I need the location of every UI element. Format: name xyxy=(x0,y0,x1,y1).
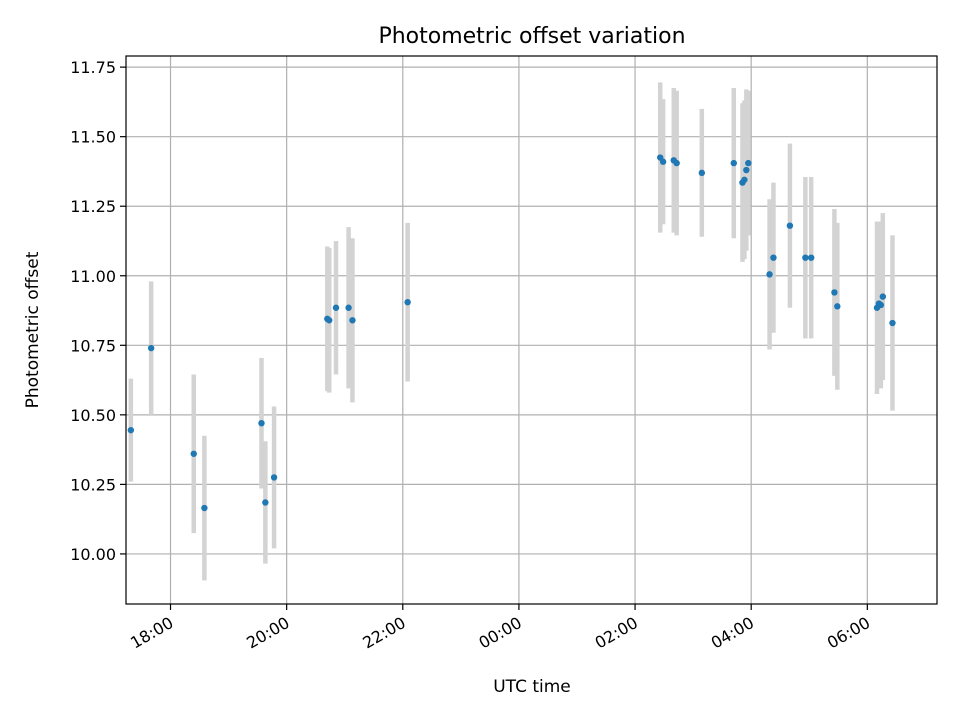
data-point xyxy=(698,169,706,177)
y-tick-label: 10.00 xyxy=(70,545,116,564)
data-points xyxy=(127,154,896,512)
data-point xyxy=(147,344,155,352)
plot-frame xyxy=(125,55,938,605)
data-point xyxy=(190,450,197,457)
data-point xyxy=(879,293,887,300)
data-point xyxy=(802,254,809,261)
data-point xyxy=(745,159,752,167)
data-point xyxy=(889,319,896,327)
x-axis-ticks: 18:00 20:00 22:00 00:00 02:00 04:00 06:00 xyxy=(127,604,873,653)
error-bars xyxy=(128,82,895,581)
y-tick-label: 11.00 xyxy=(70,267,116,286)
data-point xyxy=(807,254,815,261)
y-tick-label: 10.75 xyxy=(70,336,116,355)
x-tick-label: 04:00 xyxy=(708,613,757,653)
data-point xyxy=(127,426,135,434)
x-tick-label: 00:00 xyxy=(475,613,524,653)
data-point xyxy=(834,303,841,310)
data-point xyxy=(345,304,352,311)
y-tick-label: 11.75 xyxy=(70,58,116,77)
data-point xyxy=(770,254,777,261)
x-tick-label: 20:00 xyxy=(243,613,292,653)
y-axis-ticks: 10.00 10.25 10.50 10.75 11.00 11.25 11.50 11.75 xyxy=(70,58,126,564)
data-point xyxy=(743,166,750,174)
grid-lines xyxy=(126,56,937,604)
data-point xyxy=(659,158,667,165)
y-tick-label: 10.25 xyxy=(70,475,116,494)
data-point xyxy=(326,317,333,324)
data-point xyxy=(270,474,278,481)
data-point xyxy=(741,176,748,183)
data-point xyxy=(404,298,411,306)
x-tick-label: 06:00 xyxy=(824,613,873,653)
y-axis-label: Photometric offset xyxy=(23,251,43,408)
x-tick-label: 02:00 xyxy=(592,613,641,653)
data-point xyxy=(730,159,737,167)
data-point xyxy=(262,499,269,506)
data-point xyxy=(786,222,794,229)
data-point xyxy=(877,301,885,309)
data-point xyxy=(831,289,838,296)
data-point xyxy=(258,419,265,427)
data-point xyxy=(673,159,680,167)
x-axis-label: UTC time xyxy=(493,677,571,697)
y-tick-label: 10.50 xyxy=(70,406,116,425)
y-tick-label: 11.25 xyxy=(70,197,116,216)
chart-title: Photometric offset variation xyxy=(378,24,685,49)
data-point xyxy=(349,317,356,324)
data-point xyxy=(201,504,208,512)
x-tick-label: 22:00 xyxy=(359,613,408,653)
data-point xyxy=(766,271,773,278)
data-point xyxy=(332,304,340,311)
x-tick-label: 18:00 xyxy=(127,613,176,653)
y-tick-label: 11.50 xyxy=(70,128,116,147)
